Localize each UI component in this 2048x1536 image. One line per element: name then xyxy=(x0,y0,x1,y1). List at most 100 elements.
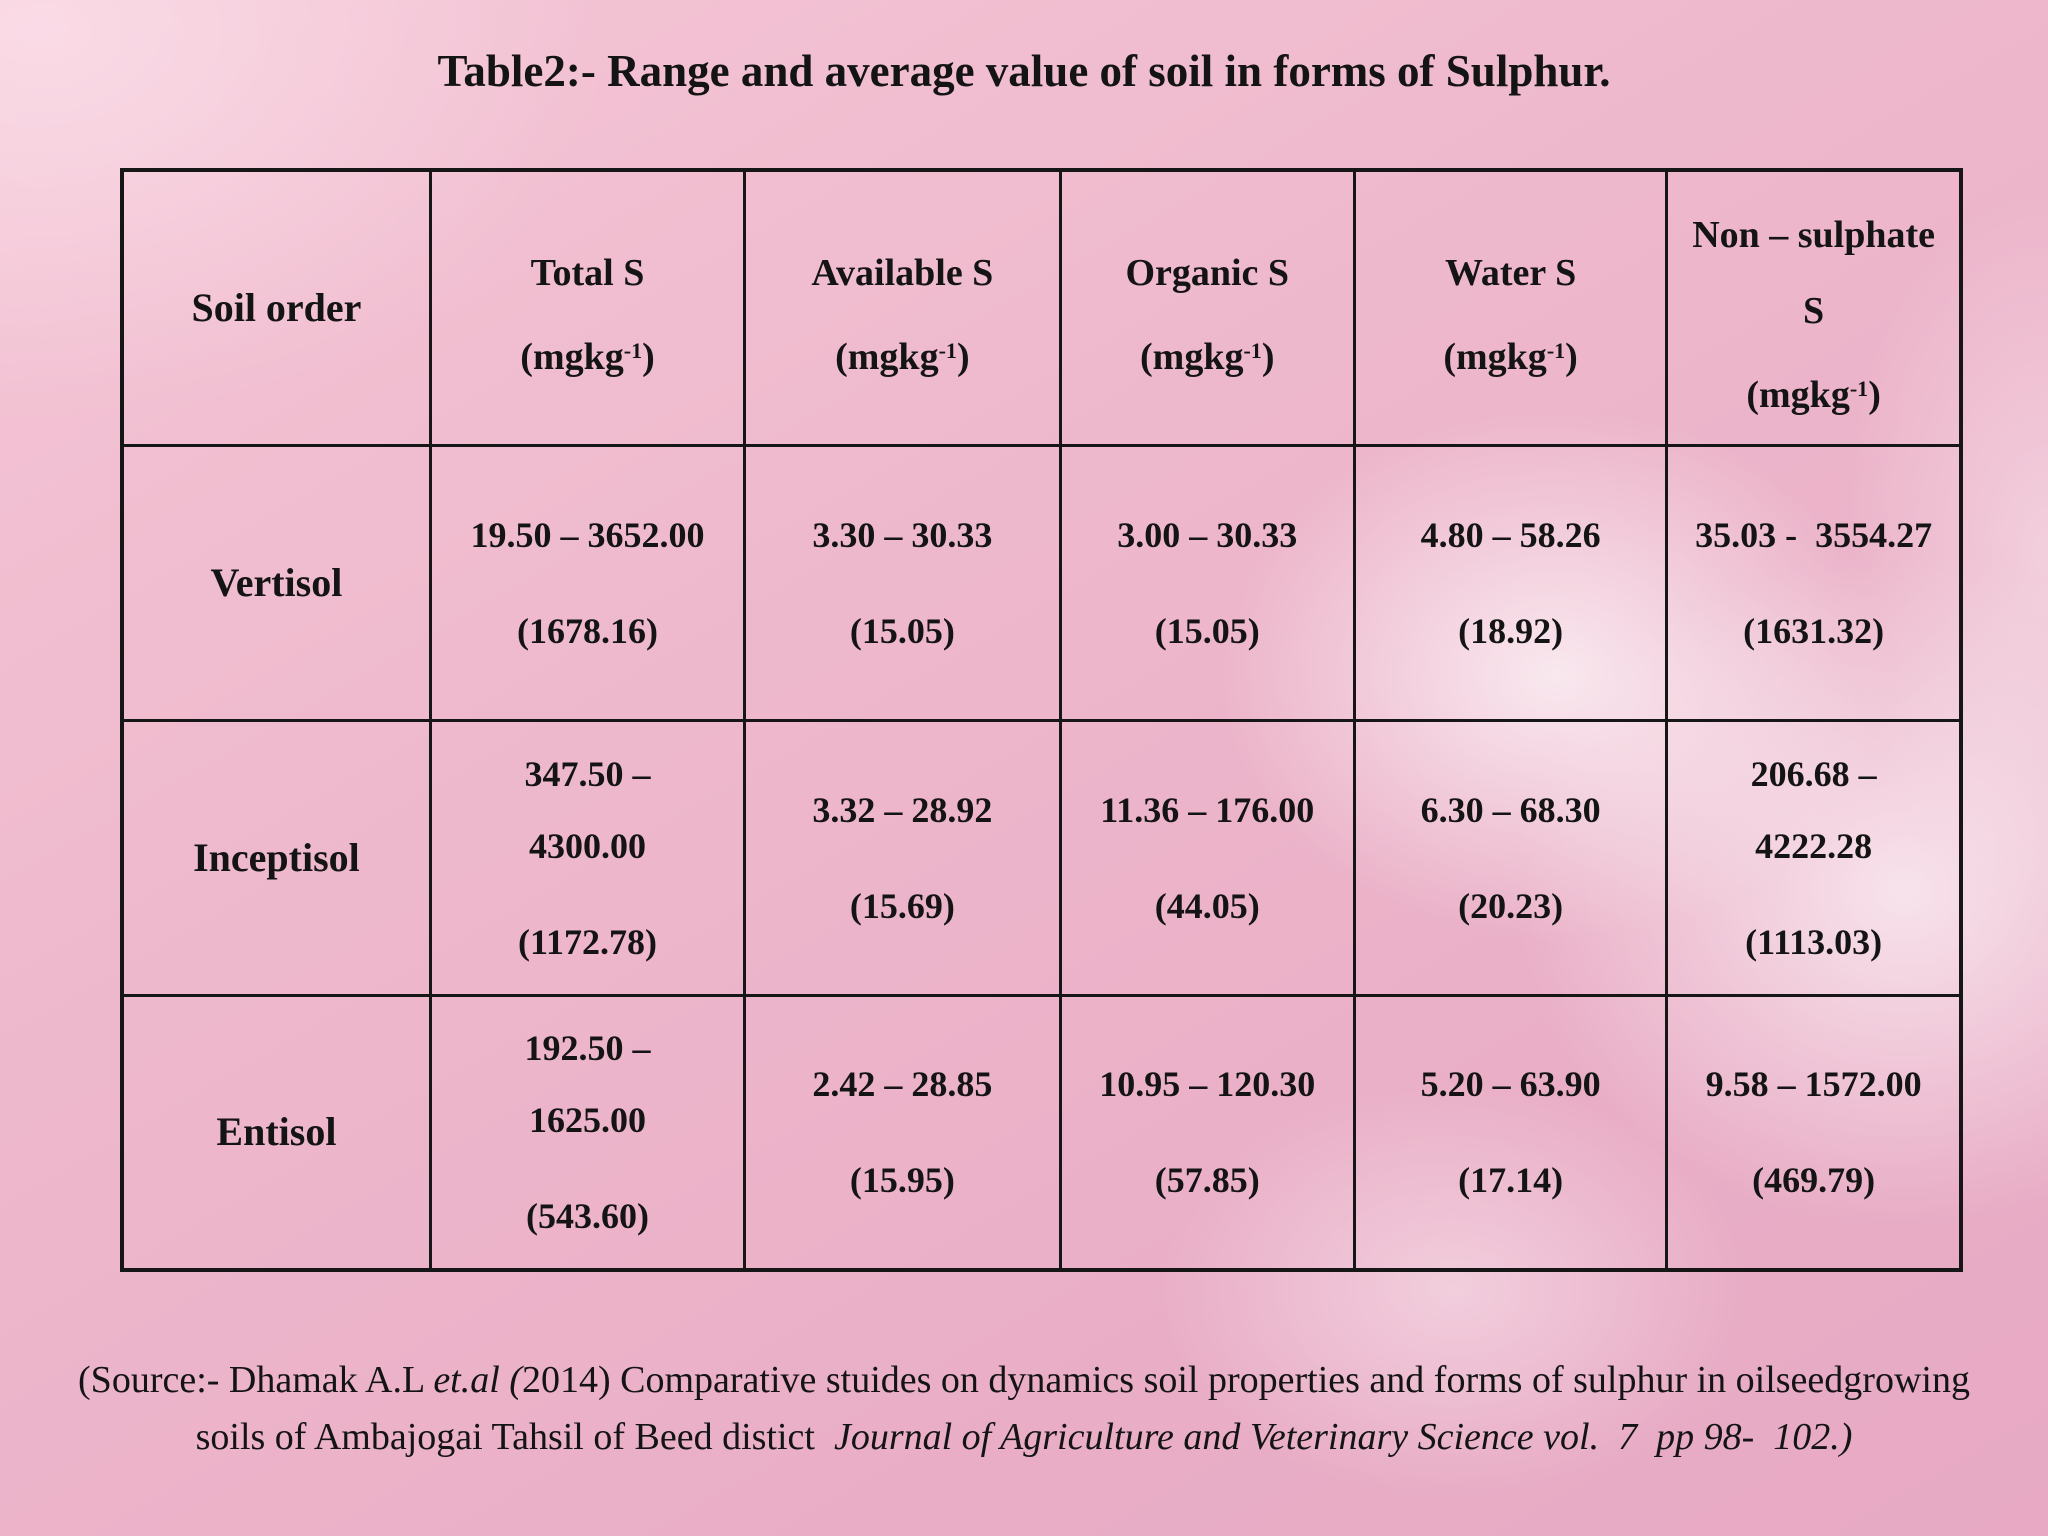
row-header-cellbox: Inceptisol xyxy=(124,834,429,882)
row-header: Entisol xyxy=(120,993,432,1272)
cell-range: 19.50 – 3652.00 xyxy=(470,514,705,555)
cell-average: (1113.03) xyxy=(1745,921,1883,962)
cell-average: (57.85) xyxy=(1154,1160,1260,1201)
table-cell: 35.03 - 3554.27 (1631.32) xyxy=(1665,443,1963,722)
column-header-2: Available S (mgkg-1) xyxy=(743,168,1062,447)
column-header-1: Total S (mgkg-1) xyxy=(428,168,747,447)
unit-close: ) xyxy=(642,335,655,378)
column-header-label: Water S xyxy=(1444,251,1577,294)
source-text: 2014) Comparative stuides on dynamics so… xyxy=(521,1359,1970,1401)
cell-box: 347.50 – 4300.00 (1172.78) xyxy=(432,738,743,978)
unit-open: (mgkg xyxy=(520,335,624,378)
unit-superscript: -1 xyxy=(938,337,957,363)
unit-superscript: -1 xyxy=(1243,337,1262,363)
unit-close: ) xyxy=(956,335,970,378)
unit-superscript: -1 xyxy=(623,337,643,363)
cell-average: (15.95) xyxy=(849,1160,955,1201)
row-header: Inceptisol xyxy=(120,718,432,997)
unit-close: ) xyxy=(1565,335,1578,378)
table-cell: 6.30 – 68.30 (20.23) xyxy=(1352,718,1669,997)
table-cell: 3.00 – 30.33 (15.05) xyxy=(1058,443,1356,722)
cell-average: (469.79) xyxy=(1752,1160,1876,1201)
cell-range: 10.95 – 120.30 xyxy=(1099,1064,1316,1105)
cell-box: 9.58 – 1572.00 (469.79) xyxy=(1668,1048,1959,1216)
header-cellbox: Available S (mgkg-1) xyxy=(746,235,1058,381)
cell-box: 6.30 – 68.30 (20.23) xyxy=(1356,774,1665,942)
cell-box: 2.42 – 28.85 (15.95) xyxy=(746,1048,1058,1216)
cell-box: 35.03 - 3554.27 (1631.32) xyxy=(1668,499,1959,667)
cell-box: 10.95 – 120.30 (57.85) xyxy=(1062,1048,1353,1216)
header-row: Soil order Total S (mgkg-1) Available S (mgk… xyxy=(120,168,1963,447)
cell-range: 3.00 – 30.33 xyxy=(1117,514,1298,555)
column-unit: (mgkg-1) xyxy=(1746,373,1880,419)
table-cell: 9.58 – 1572.00 (469.79) xyxy=(1665,993,1963,1272)
table-cell: 19.50 – 3652.00 (1678.16) xyxy=(428,443,747,722)
source-text-italic: et.al ( xyxy=(433,1359,522,1401)
table-cell: 3.30 – 30.33 (15.05) xyxy=(743,443,1062,722)
column-header-label: Available S xyxy=(811,251,994,294)
table-cell: 192.50 – 1625.00 (543.60) xyxy=(428,993,747,1272)
unit-superscript: -1 xyxy=(1546,337,1566,363)
header-cellbox: Total S (mgkg-1) xyxy=(432,235,743,381)
column-header-4: Water S (mgkg-1) xyxy=(1352,168,1669,447)
table-cell: 347.50 – 4300.00 (1172.78) xyxy=(428,718,747,997)
row-header-cellbox: Vertisol xyxy=(124,559,429,607)
table-cell: 206.68 – 4222.28 (1113.03) xyxy=(1665,718,1963,997)
unit-close: ) xyxy=(1868,373,1881,416)
header-cellbox: Organic S (mgkg-1) xyxy=(1062,235,1353,381)
column-header-soil-order: Soil order xyxy=(120,168,432,447)
unit-close: ) xyxy=(1261,335,1275,378)
column-header-label: Total S xyxy=(530,251,645,294)
unit-open: (mgkg xyxy=(1140,335,1244,378)
table-row: Inceptisol 347.50 – 4300.00 (1172.78) 3.32 … xyxy=(120,718,1963,997)
column-unit: (mgkg-1) xyxy=(1140,335,1274,381)
cell-box: 5.20 – 63.90 (17.14) xyxy=(1356,1048,1665,1216)
cell-average: (1631.32) xyxy=(1743,610,1885,651)
cell-range: 4.80 – 58.26 xyxy=(1420,514,1601,555)
row-header-cellbox: Entisol xyxy=(124,1108,429,1156)
cell-average: (17.14) xyxy=(1458,1160,1564,1201)
unit-superscript: -1 xyxy=(1849,375,1869,401)
cell-average: (1678.16) xyxy=(517,610,659,651)
source-citation: (Source:- Dhamak A.L et.al (2014) Compar… xyxy=(0,1352,2048,1466)
cell-box: 4.80 – 58.26 (18.92) xyxy=(1356,499,1665,667)
column-header-label: Non – sulphate S xyxy=(1692,213,1936,332)
table-cell: 11.36 – 176.00 (44.05) xyxy=(1058,718,1356,997)
cell-average: (15.05) xyxy=(849,610,955,651)
cell-box: 192.50 – 1625.00 (543.60) xyxy=(432,1012,743,1252)
cell-average: (20.23) xyxy=(1458,885,1564,926)
cell-range: 11.36 – 176.00 xyxy=(1100,789,1315,830)
cell-range: 6.30 – 68.30 xyxy=(1420,789,1601,830)
column-unit: (mgkg-1) xyxy=(835,335,969,381)
table-cell: 5.20 – 63.90 (17.14) xyxy=(1352,993,1669,1272)
row-header: Vertisol xyxy=(120,443,432,722)
unit-open: (mgkg xyxy=(835,335,939,378)
row-header-label: Vertisol xyxy=(210,559,343,605)
table-cell: 10.95 – 120.30 (57.85) xyxy=(1058,993,1356,1272)
column-header-label: Soil order xyxy=(191,284,362,330)
cell-average: (44.05) xyxy=(1154,885,1260,926)
row-header-label: Entisol xyxy=(216,1109,337,1155)
cell-box: 11.36 – 176.00 (44.05) xyxy=(1062,774,1353,942)
cell-range: 2.42 – 28.85 xyxy=(812,1064,993,1105)
cell-average: (18.92) xyxy=(1458,610,1564,651)
header-cellbox: Non – sulphate S (mgkg-1) xyxy=(1668,197,1959,419)
column-unit: (mgkg-1) xyxy=(1443,335,1577,381)
cell-box: 3.30 – 30.33 (15.05) xyxy=(746,499,1058,667)
column-header-5: Non – sulphate S (mgkg-1) xyxy=(1665,168,1963,447)
table-cell: 2.42 – 28.85 (15.95) xyxy=(743,993,1062,1272)
cell-box: 3.00 – 30.33 (15.05) xyxy=(1062,499,1353,667)
column-unit: (mgkg-1) xyxy=(520,335,654,381)
cell-range: 192.50 – 1625.00 xyxy=(524,1028,651,1141)
table-cell: 3.32 – 28.92 (15.69) xyxy=(743,718,1062,997)
cell-range: 9.58 – 1572.00 xyxy=(1705,1064,1922,1105)
source-text-italic: Journal of Agriculture and Veterinary Sc… xyxy=(833,1416,1853,1458)
column-header-3: Organic S (mgkg-1) xyxy=(1058,168,1356,447)
unit-open: (mgkg xyxy=(1443,335,1547,378)
table-row: Entisol 192.50 – 1625.00 (543.60) 2.42 – 28… xyxy=(120,993,1963,1272)
cell-range: 5.20 – 63.90 xyxy=(1420,1064,1601,1105)
unit-open: (mgkg xyxy=(1746,373,1850,416)
table-row: Vertisol 19.50 – 3652.00 (1678.16) 3.30 – 3… xyxy=(120,443,1963,722)
source-text: soils of Ambajogai Tahsil of Beed distic… xyxy=(195,1416,834,1458)
